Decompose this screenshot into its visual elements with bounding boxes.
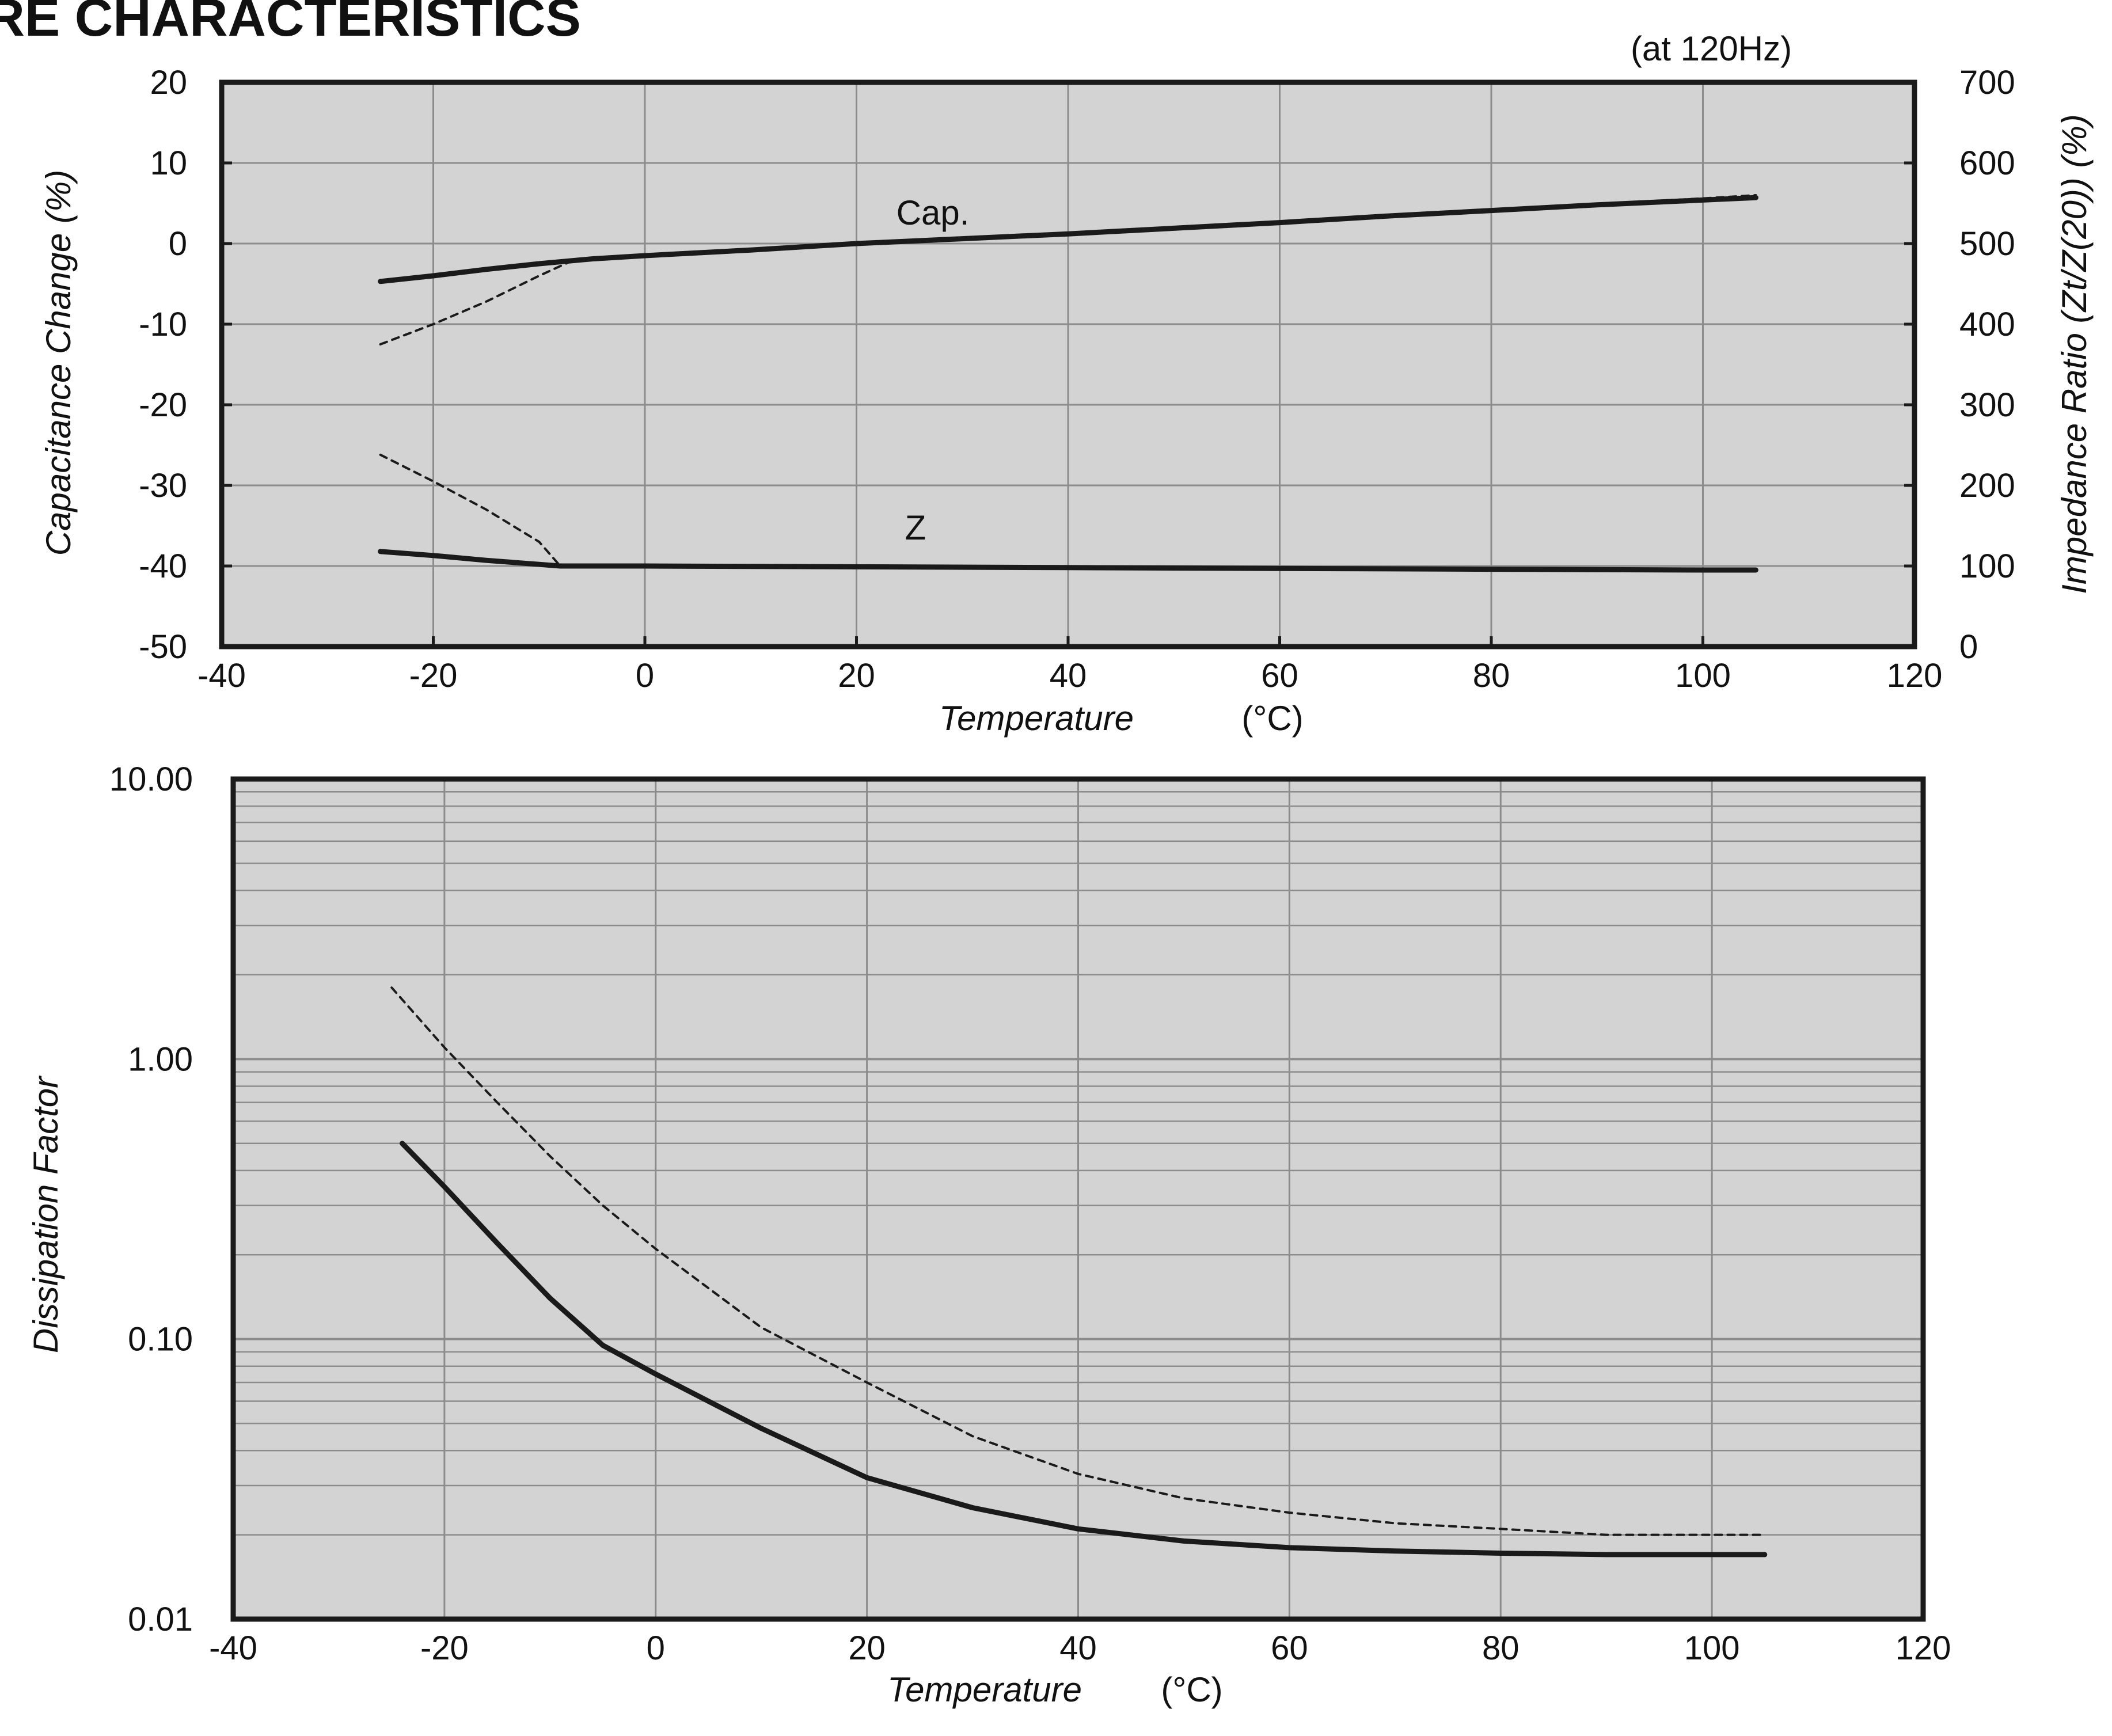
y-tick-label: -20: [139, 386, 187, 424]
annotation-z: Z: [905, 508, 926, 547]
y2-tick-label: 200: [1959, 467, 2015, 504]
x-tick-label: 100: [1684, 1629, 1740, 1667]
y-tick-label: 10.00: [109, 761, 193, 798]
y-tick-label: -50: [139, 628, 187, 666]
x-tick-label: -40: [197, 657, 246, 694]
y-tick-label: 0: [169, 225, 187, 263]
plot-frame-2: [230, 776, 1926, 1622]
x-tick-label: 0: [647, 1629, 665, 1667]
y-tick-label: -30: [139, 467, 187, 504]
x-axis-label: Temperature: [939, 699, 1134, 738]
y-tick-label: 10: [150, 145, 187, 182]
x-tick-label: 40: [1059, 1629, 1097, 1667]
x-tick-label: 120: [1896, 1629, 1951, 1667]
x-axis-unit: (°C): [1241, 699, 1303, 738]
y2-tick-label: 500: [1959, 225, 2015, 263]
plot-frame-1: [219, 79, 1917, 649]
y2-tick-label: 0: [1959, 628, 1978, 666]
series-line-solid: [400, 1141, 1768, 1558]
y2-tick-label: 100: [1959, 548, 2015, 585]
y2-axis-label: Impedance Ratio (Zt/Z(20)) (%): [2055, 114, 2094, 594]
x-tick-label: 20: [848, 1629, 886, 1667]
y-tick-label: 20: [150, 64, 187, 101]
x-tick-label: -20: [420, 1629, 469, 1667]
y2-tick-label: 400: [1959, 306, 2015, 343]
x-tick-label: 20: [838, 657, 875, 694]
x-tick-label: 60: [1261, 657, 1298, 694]
y-tick-label: 0.01: [128, 1601, 193, 1638]
x-tick-label: -20: [409, 657, 458, 694]
x-tick-label: 80: [1473, 657, 1510, 694]
x-tick-label: 60: [1271, 1629, 1308, 1667]
x-tick-label: 40: [1050, 657, 1087, 694]
annotation-cap: Cap.: [897, 193, 970, 232]
series-line-dashed: [379, 194, 1757, 345]
page-title: URE CHARACTERISTICS: [0, 0, 581, 47]
series-line-dashed: [379, 453, 561, 567]
y-tick-label: -40: [139, 548, 187, 585]
x-tick-label: 80: [1482, 1629, 1520, 1667]
y-axis-label: Dissipation Factor: [26, 1076, 65, 1353]
series-line-solid: [378, 549, 1758, 573]
y2-tick-label: 600: [1959, 145, 2015, 182]
x-tick-label: 120: [1887, 657, 1943, 694]
x-axis-label: Temperature: [887, 1670, 1082, 1709]
x-tick-label: -40: [209, 1629, 257, 1667]
y-tick-label: -10: [139, 306, 187, 343]
temperature-capacitance-impedance-chart: -40 -20 0 20 40 60 80 100 12020100-10-20-30-40-5…: [39, 64, 2094, 738]
y2-tick-label: 700: [1959, 64, 2015, 101]
x-tick-label: 0: [636, 657, 654, 694]
x-tick-label: 100: [1675, 657, 1731, 694]
y2-tick-label: 300: [1959, 386, 2015, 424]
temperature-dissipation-factor-chart: -40 -20 0 20 40 60 80 100 120 10.00 1.00 0.10 0.01 Te…: [26, 761, 1951, 1709]
y-axis-label: Capacitance Change (%): [39, 170, 78, 556]
x-axis-unit: (°C): [1161, 1670, 1222, 1709]
condition-label: (at 120Hz): [1631, 29, 1792, 68]
y-tick-label: 0.10: [128, 1321, 193, 1358]
series-line-dashed: [390, 986, 1766, 1536]
y-tick-label: 1.00: [128, 1040, 193, 1078]
